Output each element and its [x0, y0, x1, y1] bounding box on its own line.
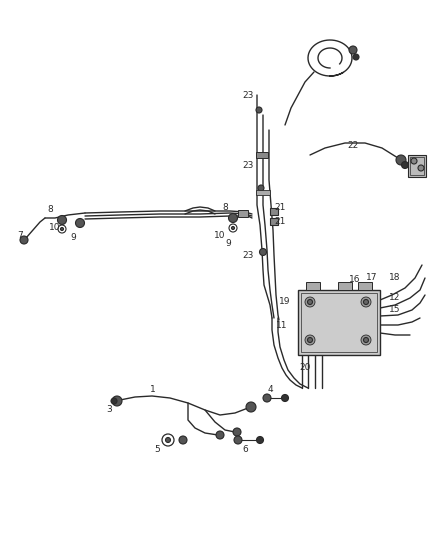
Circle shape	[234, 436, 242, 444]
Text: 18: 18	[389, 273, 401, 282]
Bar	[408, 155, 426, 177]
Bar	[358, 282, 372, 290]
Bar	[338, 282, 352, 290]
Circle shape	[166, 438, 170, 442]
Text: 8: 8	[47, 206, 53, 214]
Circle shape	[402, 161, 409, 168]
Text: 23: 23	[242, 160, 254, 169]
Circle shape	[232, 227, 234, 230]
Circle shape	[349, 46, 357, 54]
Circle shape	[361, 335, 371, 345]
Circle shape	[57, 215, 67, 224]
Circle shape	[364, 337, 368, 343]
Bar	[301, 293, 377, 352]
Text: 4: 4	[267, 385, 273, 394]
Circle shape	[216, 431, 224, 439]
Circle shape	[361, 297, 371, 307]
Circle shape	[229, 214, 237, 222]
Text: 22: 22	[347, 141, 359, 149]
Text: 1: 1	[150, 385, 156, 394]
Bar	[270, 208, 278, 215]
Text: 8: 8	[222, 203, 228, 212]
Text: 23: 23	[242, 91, 254, 100]
Circle shape	[111, 398, 117, 404]
Text: 5: 5	[154, 446, 160, 455]
Circle shape	[411, 158, 417, 164]
Bar	[238, 210, 248, 217]
Text: 9: 9	[225, 238, 231, 247]
Text: 23: 23	[242, 251, 254, 260]
Circle shape	[307, 337, 312, 343]
Text: 10: 10	[49, 223, 61, 232]
Circle shape	[258, 185, 264, 191]
Text: 11: 11	[276, 320, 288, 329]
Circle shape	[282, 394, 289, 401]
Bar	[256, 152, 268, 158]
Text: 19: 19	[279, 297, 291, 306]
Text: 21: 21	[274, 203, 286, 212]
Text: 12: 12	[389, 294, 401, 303]
Circle shape	[112, 396, 122, 406]
Text: 7: 7	[17, 230, 23, 239]
Text: 9: 9	[70, 232, 76, 241]
Circle shape	[418, 165, 424, 171]
Circle shape	[305, 297, 315, 307]
Circle shape	[246, 402, 256, 412]
Circle shape	[256, 107, 262, 113]
Circle shape	[305, 335, 315, 345]
Circle shape	[179, 436, 187, 444]
Text: 6: 6	[242, 446, 248, 455]
Circle shape	[263, 394, 271, 402]
Bar	[306, 282, 320, 290]
Circle shape	[364, 300, 368, 304]
Bar	[298, 290, 380, 355]
Circle shape	[396, 155, 406, 165]
Circle shape	[60, 228, 64, 230]
Circle shape	[20, 236, 28, 244]
Text: 10: 10	[214, 230, 226, 239]
Text: 21: 21	[274, 217, 286, 227]
Circle shape	[233, 428, 241, 436]
Circle shape	[353, 54, 359, 60]
Bar	[410, 157, 424, 175]
Text: 16: 16	[349, 276, 361, 285]
Text: 3: 3	[106, 406, 112, 415]
Circle shape	[257, 437, 264, 443]
Text: 20: 20	[299, 364, 311, 373]
Text: 15: 15	[389, 305, 401, 314]
Circle shape	[75, 219, 85, 228]
Bar	[256, 190, 270, 195]
Bar	[270, 218, 278, 225]
Circle shape	[259, 248, 266, 255]
Circle shape	[307, 300, 312, 304]
Text: 17: 17	[366, 273, 378, 282]
